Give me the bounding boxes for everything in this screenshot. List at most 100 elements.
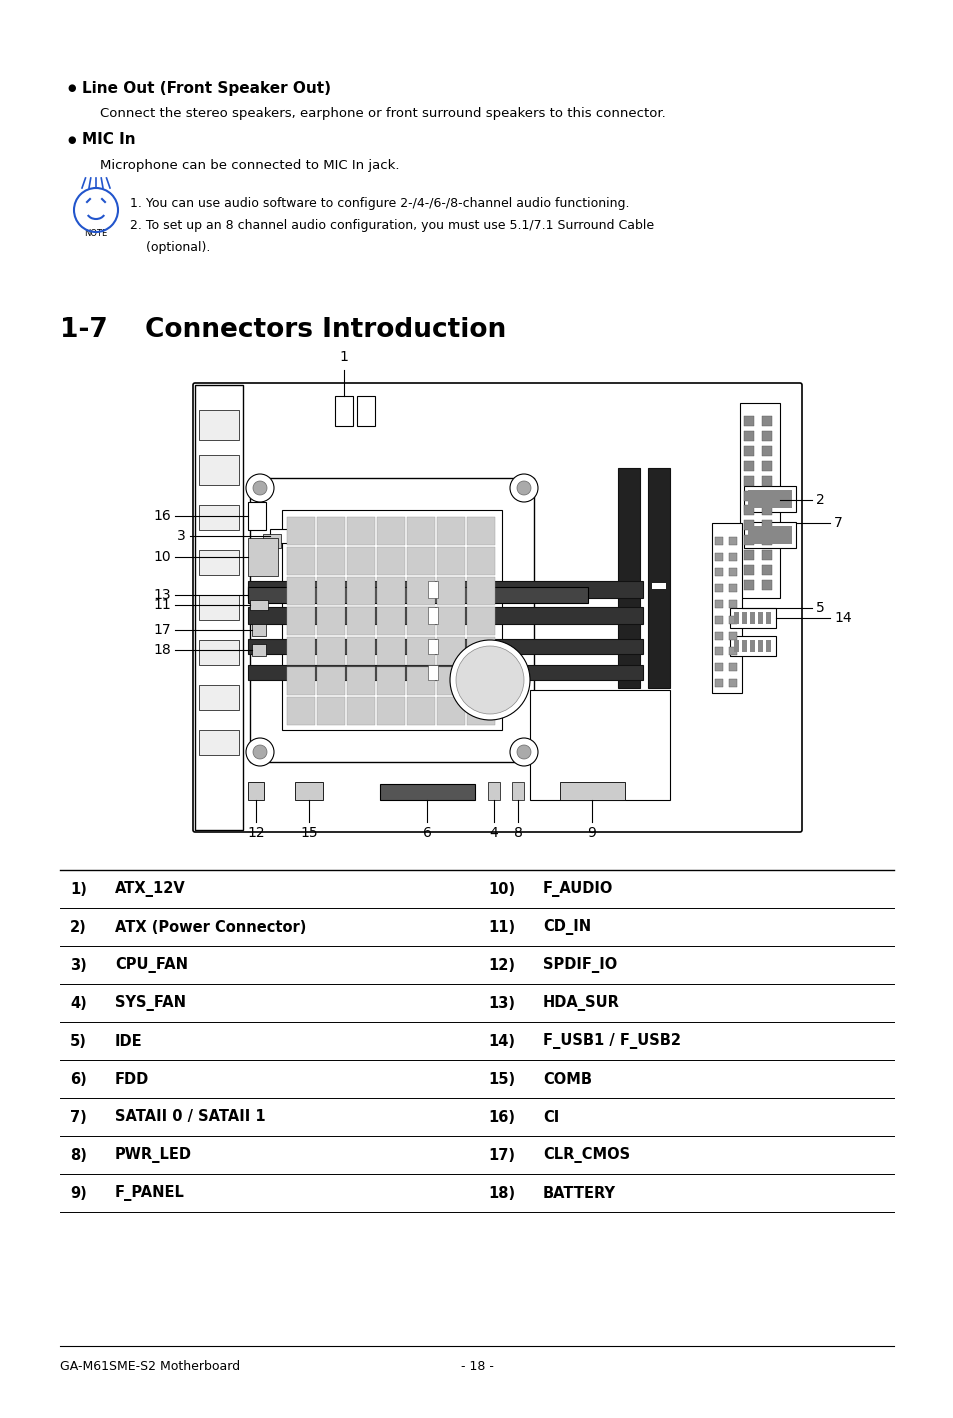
Text: 10): 10) [488, 882, 515, 896]
Text: 3: 3 [177, 529, 186, 543]
Bar [714, 600, 722, 608]
Bar [194, 386, 243, 830]
Text: Line Out (Front Speaker Out): Line Out (Front Speaker Out) [82, 81, 331, 95]
Text: COMB: COMB [542, 1072, 592, 1086]
Bar [252, 624, 266, 637]
Bar [743, 505, 753, 515]
Text: 15: 15 [300, 827, 317, 839]
Text: 10: 10 [153, 550, 171, 564]
Bar [749, 640, 754, 652]
Bar [270, 529, 292, 543]
Bar [743, 520, 753, 530]
Text: 8): 8) [70, 1147, 87, 1163]
Bar [335, 396, 353, 425]
Bar [376, 547, 405, 576]
Text: 11: 11 [153, 598, 171, 613]
Text: 16): 16) [488, 1109, 515, 1124]
Bar [407, 547, 435, 576]
Bar [248, 665, 642, 681]
Bar [467, 666, 495, 695]
Bar [741, 640, 746, 652]
Bar [647, 468, 669, 688]
Text: SYS_FAN: SYS_FAN [115, 995, 186, 1011]
Bar [714, 584, 722, 593]
Bar [761, 461, 771, 471]
Bar [347, 698, 375, 725]
Bar [467, 518, 495, 545]
Text: 6: 6 [422, 827, 431, 839]
Text: 3): 3) [70, 957, 87, 973]
Bar [347, 547, 375, 576]
Bar [347, 518, 375, 545]
Bar [248, 586, 264, 598]
Text: Microphone can be connected to MIC In jack.: Microphone can be connected to MIC In ja… [100, 159, 399, 172]
Bar [376, 607, 405, 635]
Bar [714, 664, 722, 671]
Text: 13): 13) [488, 995, 515, 1011]
Bar [428, 640, 437, 654]
Bar [743, 431, 753, 441]
Bar [407, 518, 435, 545]
Bar [248, 781, 264, 800]
Bar [199, 550, 239, 576]
Text: 2: 2 [815, 493, 824, 508]
Bar [407, 666, 435, 695]
Bar [199, 730, 239, 754]
Circle shape [253, 744, 267, 759]
Text: 5: 5 [815, 601, 824, 615]
Text: PWR_LED: PWR_LED [115, 1147, 192, 1163]
Bar [733, 613, 739, 624]
Bar [436, 637, 464, 665]
Circle shape [510, 737, 537, 766]
Bar [761, 566, 771, 576]
Bar [711, 523, 741, 693]
Text: SPDIF_IO: SPDIF_IO [542, 957, 617, 973]
Bar [761, 445, 771, 455]
Text: ATX_12V: ATX_12V [115, 881, 186, 898]
Bar [467, 547, 495, 576]
Bar [436, 518, 464, 545]
Bar [436, 547, 464, 576]
Bar [428, 665, 437, 681]
Bar [728, 631, 737, 640]
Bar [347, 577, 375, 605]
Bar [199, 685, 239, 710]
Bar [743, 475, 753, 485]
Bar [714, 615, 722, 624]
Bar [248, 581, 642, 598]
Circle shape [253, 481, 267, 495]
Text: CI: CI [542, 1109, 558, 1124]
Text: CPU_FAN: CPU_FAN [115, 957, 188, 973]
Bar [248, 587, 587, 603]
Text: 1: 1 [339, 350, 348, 364]
Bar [347, 666, 375, 695]
Text: 14): 14) [488, 1034, 515, 1048]
Text: 7: 7 [833, 516, 841, 530]
Bar [316, 607, 345, 635]
Bar [743, 566, 753, 576]
Bar [761, 520, 771, 530]
Text: CD_IN: CD_IN [542, 919, 591, 934]
Bar [252, 644, 266, 657]
Bar [728, 648, 737, 655]
Bar [407, 698, 435, 725]
Text: 8: 8 [513, 827, 522, 839]
Bar [728, 679, 737, 686]
Bar [765, 640, 770, 652]
Text: 14: 14 [833, 611, 851, 625]
Bar [728, 615, 737, 624]
Circle shape [246, 737, 274, 766]
Bar [376, 577, 405, 605]
Bar [728, 600, 737, 608]
Bar [316, 637, 345, 665]
Bar [618, 468, 639, 688]
Bar [436, 607, 464, 635]
Bar [743, 535, 753, 546]
Bar [316, 666, 345, 695]
Bar [758, 640, 762, 652]
Bar [761, 415, 771, 425]
Circle shape [517, 481, 531, 495]
Text: 1-7: 1-7 [60, 318, 108, 343]
Bar [436, 698, 464, 725]
Bar [199, 640, 239, 665]
